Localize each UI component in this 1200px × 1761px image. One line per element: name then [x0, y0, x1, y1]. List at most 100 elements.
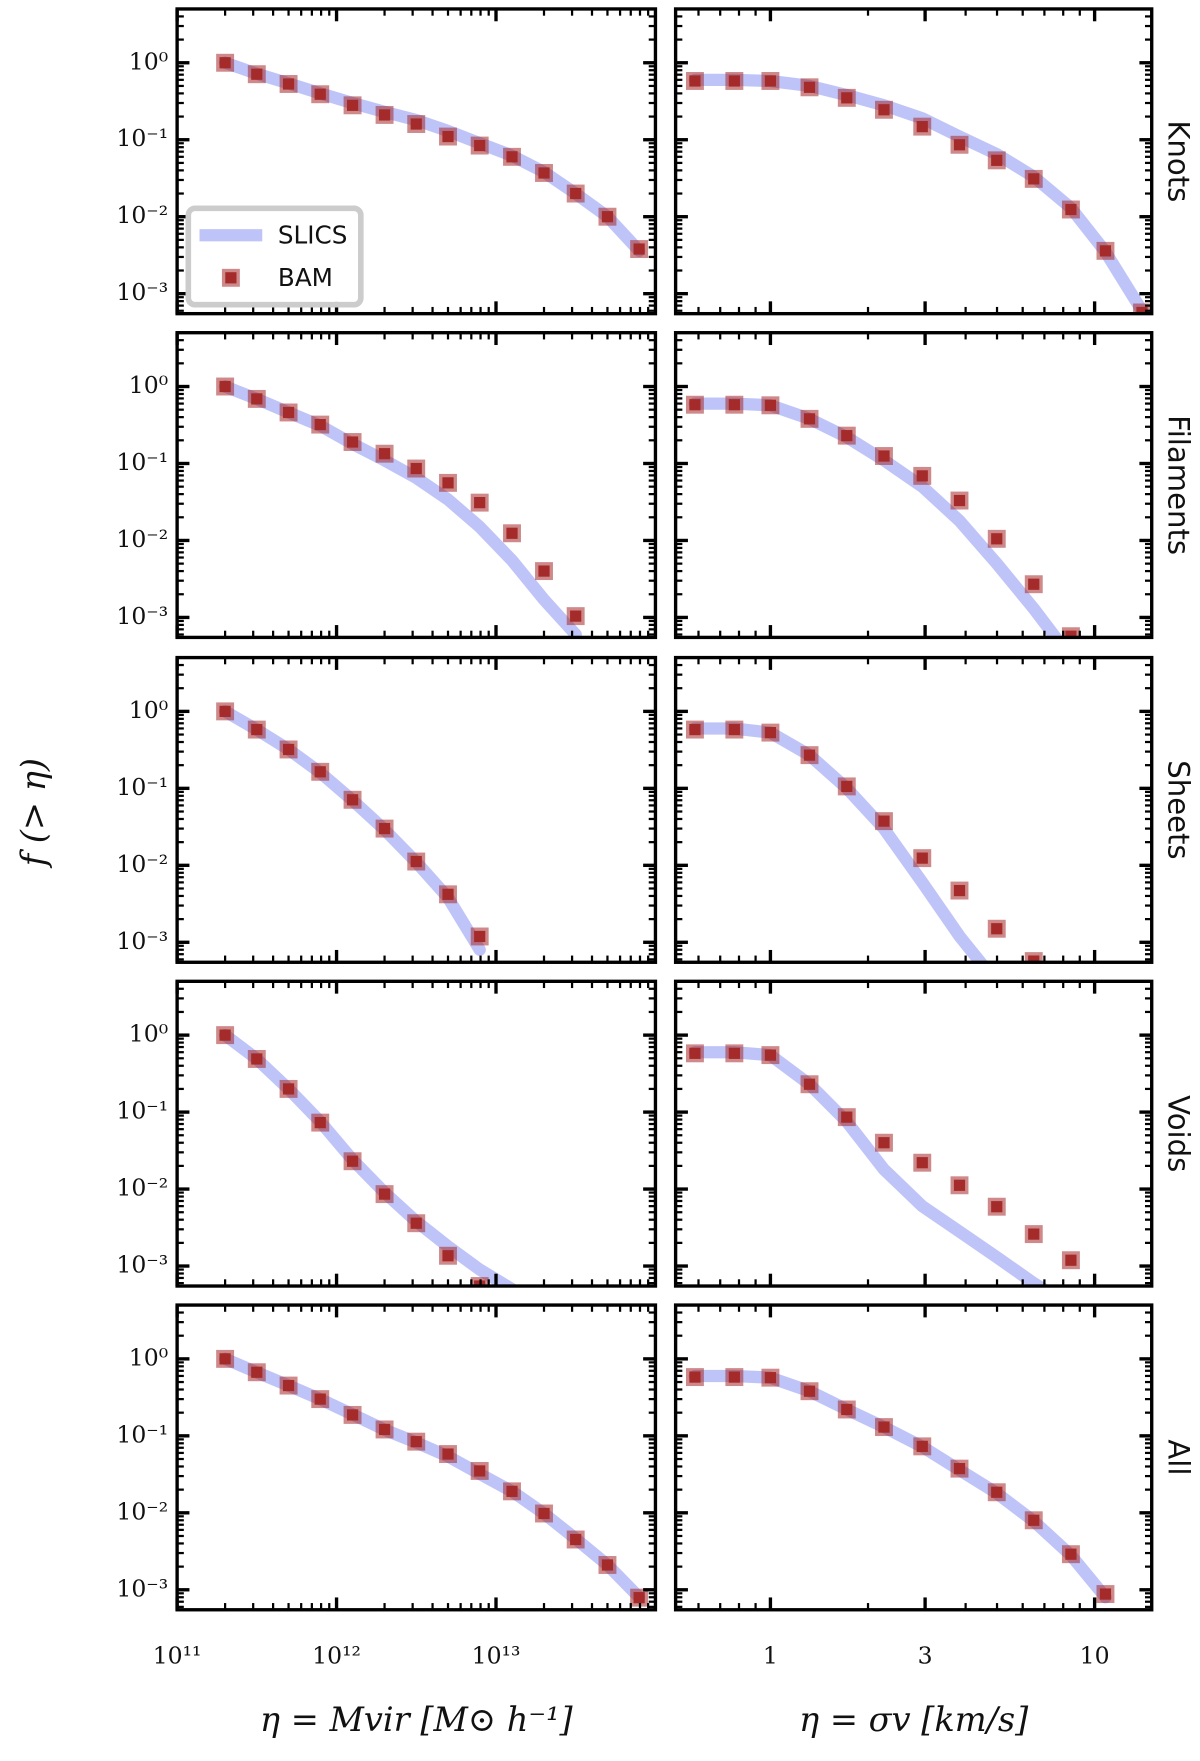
panel — [685, 1044, 1080, 1287]
bam-marker — [725, 1368, 744, 1387]
marker-core — [282, 743, 295, 756]
x-tick-label: 10¹¹ — [153, 1641, 202, 1669]
bam-marker — [800, 1075, 819, 1094]
bam-marker — [216, 377, 235, 396]
bam-marker — [950, 491, 969, 510]
bam-marker — [800, 1382, 819, 1401]
marker-core — [346, 1155, 359, 1167]
bam-marker — [470, 1461, 489, 1480]
slics-line — [218, 705, 486, 956]
bam-marker — [311, 415, 330, 434]
bam-marker — [837, 1108, 856, 1127]
frame — [673, 7, 1154, 316]
marker-core — [282, 1379, 295, 1392]
marker-core — [570, 610, 582, 622]
marker-core — [506, 527, 518, 539]
bam-marker — [407, 1432, 426, 1451]
bam-marker — [950, 1459, 969, 1478]
bam-marker — [311, 1113, 330, 1132]
bam-marker — [837, 426, 856, 445]
bam-marker — [1061, 627, 1080, 638]
bam-marker — [598, 1556, 617, 1574]
y-tick-label: 10⁻² — [116, 201, 168, 229]
bam-marker — [725, 1044, 744, 1063]
panel — [216, 377, 585, 638]
marker-core — [251, 1053, 263, 1065]
bam-marker — [343, 96, 362, 115]
bam-marker — [375, 1185, 394, 1204]
marker-core — [506, 151, 518, 163]
marker-core — [841, 1403, 853, 1416]
bam-marker — [216, 1026, 235, 1045]
panel — [685, 720, 1043, 963]
bam-marker — [950, 1176, 969, 1195]
marker-core — [282, 406, 295, 419]
marker-core — [474, 497, 486, 509]
marker-core — [251, 1366, 263, 1378]
bam-marker — [987, 1197, 1006, 1216]
frame — [175, 979, 658, 1288]
marker-core — [728, 723, 740, 736]
y-tick-label: 10⁰ — [129, 1020, 168, 1048]
bam-marker — [311, 762, 330, 781]
frame — [673, 655, 1154, 964]
row-label: Sheets — [1161, 760, 1195, 859]
marker-core — [916, 121, 928, 133]
marker-core — [841, 92, 853, 104]
marker-core — [378, 109, 391, 121]
frame — [175, 655, 658, 964]
marker-core — [570, 1533, 582, 1546]
marker-core — [410, 855, 422, 868]
marker-core — [689, 1047, 701, 1059]
bam-marker — [761, 723, 780, 742]
marker-core — [538, 167, 550, 179]
marker-core — [314, 1393, 326, 1405]
bam-marker — [343, 1405, 362, 1424]
bam-marker — [470, 927, 489, 946]
marker-core — [803, 1078, 816, 1090]
marker-core — [991, 1486, 1003, 1498]
y-tick-label: 10⁻¹ — [116, 1420, 168, 1448]
bam-marker — [725, 72, 744, 90]
x-tick-label: 10¹² — [312, 1641, 361, 1669]
bam-marker — [216, 53, 235, 72]
x-axis-label: η = σv [km/s] — [799, 1700, 1029, 1739]
marker-core — [689, 399, 701, 411]
marker-core — [803, 413, 816, 425]
bam-marker — [439, 1445, 457, 1464]
marker-core — [916, 852, 928, 864]
bam-marker — [439, 1246, 457, 1265]
marker-core — [219, 1029, 231, 1041]
bam-marker — [407, 1214, 426, 1233]
marker-core — [991, 533, 1003, 545]
marker-core — [878, 1137, 890, 1149]
bam-marker — [439, 473, 457, 492]
bam-marker — [685, 72, 704, 90]
bam-marker — [1096, 1585, 1115, 1604]
marker-core — [219, 57, 231, 69]
marker-core — [953, 494, 966, 507]
bam-marker — [343, 433, 362, 451]
y-tick-label: 10⁻² — [116, 850, 168, 878]
marker-core — [953, 884, 966, 897]
marker-core — [764, 75, 777, 87]
marker-core — [314, 88, 326, 100]
bam-marker — [761, 1368, 780, 1387]
bam-marker — [311, 85, 330, 104]
marker-core — [282, 78, 295, 90]
marker-core — [1028, 173, 1040, 185]
bam-marker — [279, 75, 298, 93]
panel — [685, 1368, 1115, 1604]
marker-core — [689, 75, 701, 87]
bam-marker — [1061, 200, 1080, 219]
x-tick-label: 10¹³ — [472, 1641, 521, 1669]
bam-marker — [407, 852, 426, 871]
bam-marker — [598, 207, 617, 226]
bam-marker — [1024, 1225, 1043, 1244]
marker-core — [803, 749, 816, 761]
marker-core — [314, 766, 326, 778]
bam-marker — [566, 607, 585, 626]
marker-core — [689, 1371, 701, 1383]
bam-marker — [913, 466, 932, 485]
